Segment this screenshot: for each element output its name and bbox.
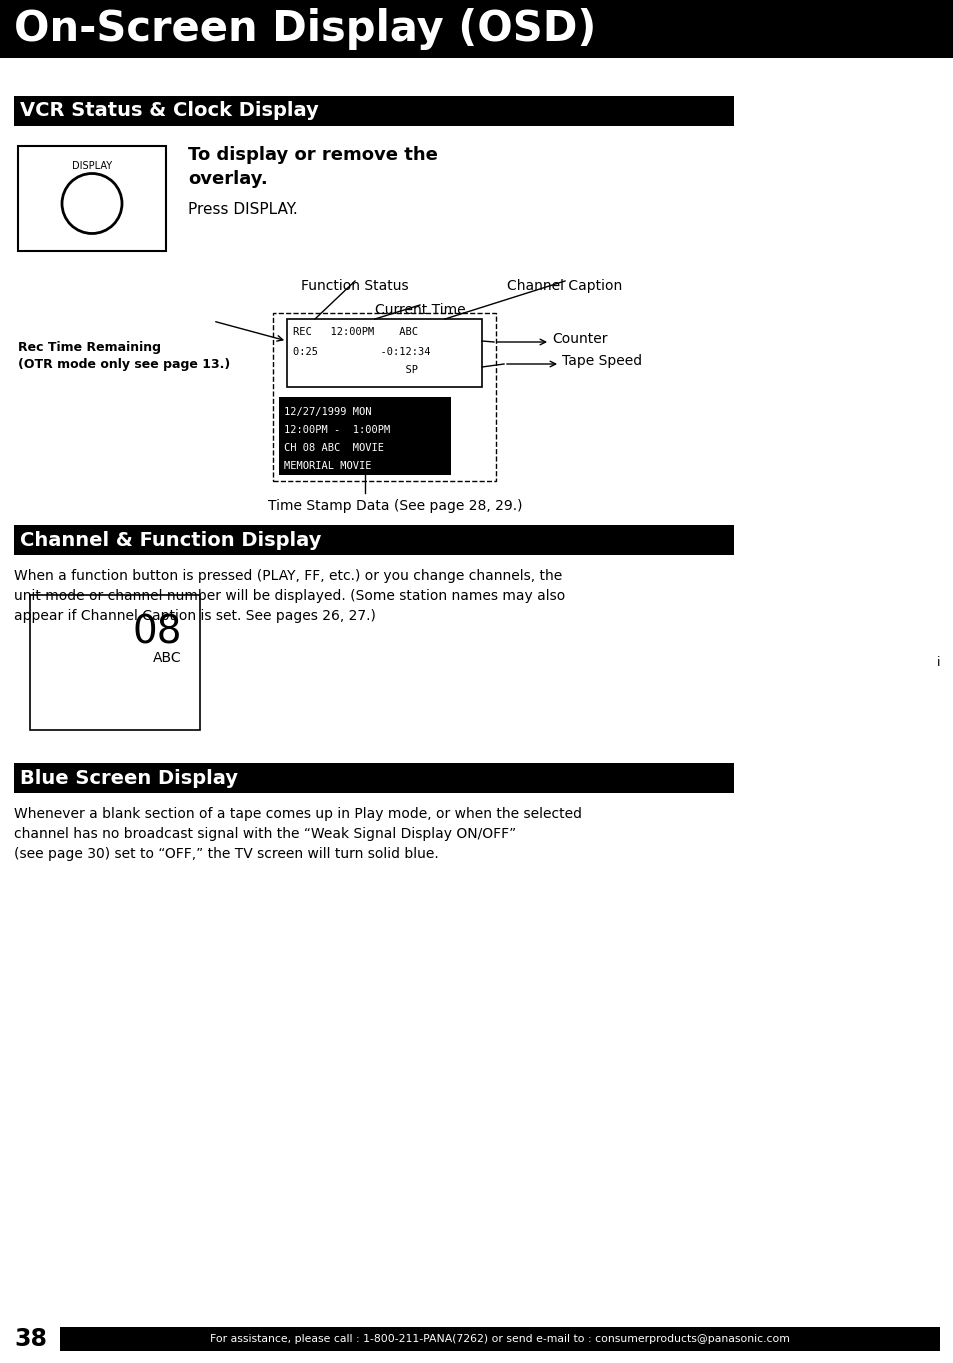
Bar bbox=[14, 763, 733, 793]
Bar bbox=[0, 0, 953, 59]
Text: For assistance, please call : 1-800-211-PANA(7262) or send e-mail to : consumerp: For assistance, please call : 1-800-211-… bbox=[210, 1334, 789, 1344]
Bar bbox=[18, 146, 166, 251]
Text: DISPLAY: DISPLAY bbox=[71, 161, 112, 170]
Bar bbox=[287, 319, 481, 387]
Bar bbox=[14, 525, 733, 555]
Text: 12/27/1999 MON: 12/27/1999 MON bbox=[284, 408, 371, 417]
Text: CH 08 ABC  MOVIE: CH 08 ABC MOVIE bbox=[284, 443, 384, 453]
Bar bbox=[278, 397, 451, 474]
Text: Time Stamp Data (See page 28, 29.): Time Stamp Data (See page 28, 29.) bbox=[268, 499, 521, 512]
Text: Blue Screen Display: Blue Screen Display bbox=[20, 769, 237, 788]
Text: On-Screen Display (OSD): On-Screen Display (OSD) bbox=[14, 8, 596, 50]
Text: Counter: Counter bbox=[552, 333, 607, 346]
Text: ABC: ABC bbox=[153, 652, 182, 665]
Text: Current Time: Current Time bbox=[375, 303, 465, 318]
Bar bbox=[273, 313, 496, 481]
Text: REC   12:00PM    ABC: REC 12:00PM ABC bbox=[293, 327, 417, 337]
Text: When a function button is pressed (PLAY, FF, etc.) or you change channels, the
u: When a function button is pressed (PLAY,… bbox=[14, 568, 565, 623]
Text: Press DISPLAY.: Press DISPLAY. bbox=[188, 202, 297, 217]
Text: Channel Caption: Channel Caption bbox=[507, 279, 622, 293]
Text: SP: SP bbox=[293, 365, 417, 375]
Bar bbox=[14, 95, 733, 125]
Text: Channel & Function Display: Channel & Function Display bbox=[20, 530, 321, 549]
Text: 12:00PM -  1:00PM: 12:00PM - 1:00PM bbox=[284, 425, 390, 435]
Text: Tape Speed: Tape Speed bbox=[561, 354, 641, 368]
Text: VCR Status & Clock Display: VCR Status & Clock Display bbox=[20, 101, 318, 120]
Text: MEMORIAL MOVIE: MEMORIAL MOVIE bbox=[284, 461, 371, 472]
Text: i: i bbox=[936, 657, 939, 669]
Text: Rec Time Remaining
(OTR mode only see page 13.): Rec Time Remaining (OTR mode only see pa… bbox=[18, 341, 230, 371]
Text: 38: 38 bbox=[14, 1328, 47, 1351]
Text: 0:25          -0:12:34: 0:25 -0:12:34 bbox=[293, 348, 430, 357]
Text: Function Status: Function Status bbox=[301, 279, 409, 293]
Text: 08: 08 bbox=[132, 613, 182, 652]
Text: Whenever a blank section of a tape comes up in Play mode, or when the selected
c: Whenever a blank section of a tape comes… bbox=[14, 807, 581, 861]
Bar bbox=[60, 1328, 939, 1351]
Bar bbox=[30, 596, 200, 731]
Text: To display or remove the
overlay.: To display or remove the overlay. bbox=[188, 146, 437, 188]
